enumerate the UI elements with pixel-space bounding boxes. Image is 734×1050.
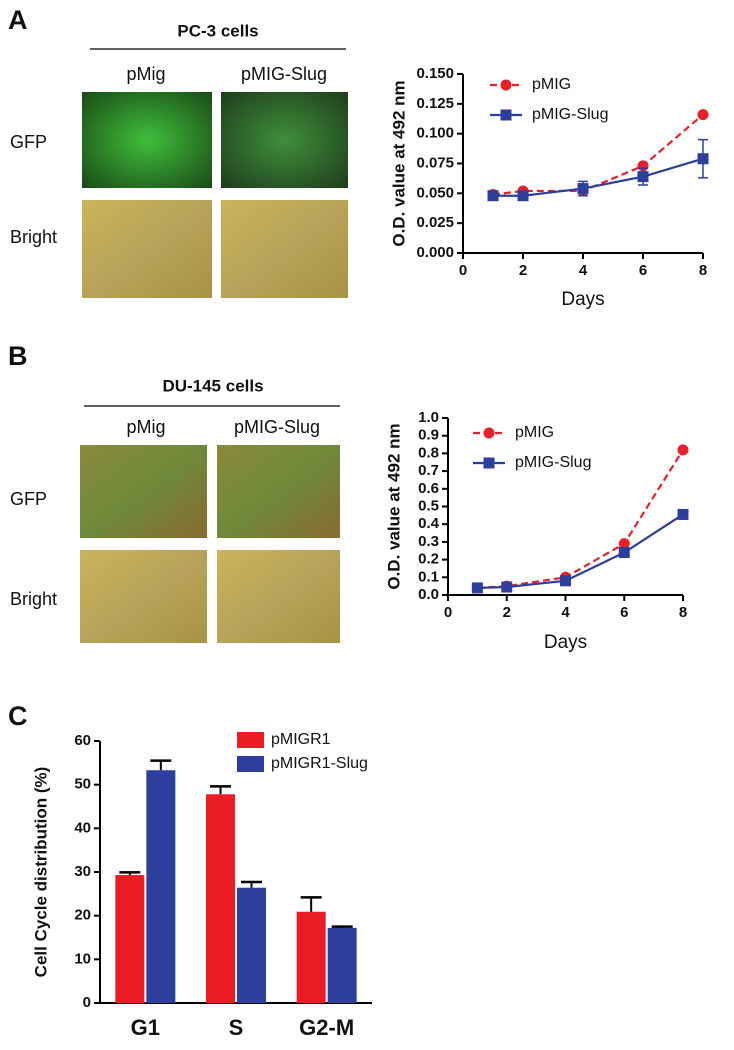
x-tick-label: 4 <box>579 262 588 279</box>
micrograph <box>80 445 207 538</box>
legend-marker <box>500 109 512 121</box>
column-label: pMIG-Slug <box>241 64 327 84</box>
legend-label: pMIG-Slug <box>515 454 591 471</box>
y-tick-label: 0.025 <box>416 214 454 231</box>
legend-swatch <box>237 732 264 748</box>
row-label: GFP <box>10 132 47 152</box>
legend-label: pMIG <box>532 76 571 93</box>
marker <box>560 575 571 587</box>
column-label: pMig <box>126 64 165 84</box>
marker <box>618 547 630 559</box>
micrograph <box>80 550 207 643</box>
marker <box>677 444 689 456</box>
y-tick-label: 0.075 <box>416 154 454 171</box>
bar <box>146 770 176 1003</box>
y-tick-label: 0.150 <box>416 65 454 82</box>
y-tick-label: 0.9 <box>418 427 439 444</box>
y-tick-label: 0.000 <box>416 244 454 261</box>
panel-label: A <box>8 5 28 35</box>
y-tick-label: 0.8 <box>418 444 439 461</box>
legend-marker <box>483 457 495 469</box>
legend-marker <box>500 79 512 91</box>
y-tick-label: 0.7 <box>418 462 439 479</box>
legend-label: pMIGR1 <box>271 731 331 748</box>
marker <box>697 109 709 121</box>
column-label: pMig <box>126 417 165 437</box>
marker <box>517 190 529 202</box>
bar <box>327 927 357 1003</box>
marker <box>697 153 709 165</box>
bar <box>237 887 266 1003</box>
marker <box>577 183 589 195</box>
y-tick-label: 0.1 <box>418 568 439 585</box>
x-tick-label: 0 <box>444 604 452 621</box>
marker <box>618 538 630 550</box>
x-tick-label: 0 <box>459 262 467 279</box>
y-tick-label: 0.100 <box>416 125 454 142</box>
x-tick-label: 2 <box>519 262 527 279</box>
column-label: pMIG-Slug <box>234 417 320 437</box>
panel-title: DU-145 cells <box>162 376 263 395</box>
y-axis-title: O.D. value at 492 nm <box>389 80 408 246</box>
panel-label: B <box>8 341 28 371</box>
bar <box>296 911 326 1003</box>
x-tick-label: 8 <box>679 604 687 621</box>
marker <box>487 190 499 202</box>
micrograph <box>82 92 212 188</box>
marker <box>501 581 513 593</box>
x-tick-label: 2 <box>503 604 511 621</box>
y-tick-label: 0.0 <box>418 586 439 603</box>
marker <box>637 171 649 183</box>
bar <box>115 875 145 1003</box>
x-axis-title: Days <box>561 289 604 310</box>
x-tick-label: G1 <box>131 1015 160 1040</box>
bar <box>206 794 235 1003</box>
y-tick-label: 0.050 <box>416 184 454 201</box>
x-tick-label: 4 <box>561 604 570 621</box>
micrograph <box>217 550 340 643</box>
y-tick-label: 0.2 <box>418 551 439 568</box>
x-tick-label: 6 <box>620 604 628 621</box>
y-tick-label: 0.5 <box>418 497 439 514</box>
y-tick-label: 0 <box>83 994 91 1011</box>
row-label: GFP <box>10 489 47 509</box>
micrograph <box>221 200 348 298</box>
y-tick-label: 0.4 <box>418 515 440 532</box>
y-tick-label: 60 <box>74 732 91 749</box>
marker <box>471 582 483 594</box>
panel-label: C <box>8 701 28 731</box>
x-tick-label: 6 <box>639 262 647 279</box>
x-tick-label: S <box>229 1015 244 1040</box>
y-tick-label: 30 <box>74 863 91 880</box>
y-tick-label: 20 <box>74 907 91 924</box>
y-axis-title: O.D. value at 492 nm <box>384 423 403 589</box>
panel-title: PC-3 cells <box>177 21 258 40</box>
y-tick-label: 40 <box>74 819 91 836</box>
y-tick-label: 1.0 <box>418 409 439 426</box>
marker <box>677 508 689 520</box>
legend-label: pMIGR1-Slug <box>271 755 368 772</box>
x-tick-label: G2-M <box>299 1015 354 1040</box>
legend-label: pMIG-Slug <box>532 106 608 123</box>
row-label: Bright <box>10 227 57 247</box>
micrograph <box>221 92 348 188</box>
legend-swatch <box>237 756 264 772</box>
legend-label: pMIG <box>515 424 554 441</box>
row-label: Bright <box>10 589 57 609</box>
y-tick-label: 10 <box>74 950 91 967</box>
y-tick-label: 0.125 <box>416 95 454 112</box>
micrograph <box>82 200 212 298</box>
y-axis-title: Cell Cycle distribution (%) <box>31 767 50 978</box>
y-tick-label: 0.3 <box>418 533 439 550</box>
x-axis-title: Days <box>544 632 587 653</box>
y-tick-label: 50 <box>74 776 91 793</box>
legend-marker <box>483 427 495 439</box>
y-tick-label: 0.6 <box>418 480 439 497</box>
micrograph <box>217 445 340 538</box>
x-tick-label: 8 <box>699 262 707 279</box>
